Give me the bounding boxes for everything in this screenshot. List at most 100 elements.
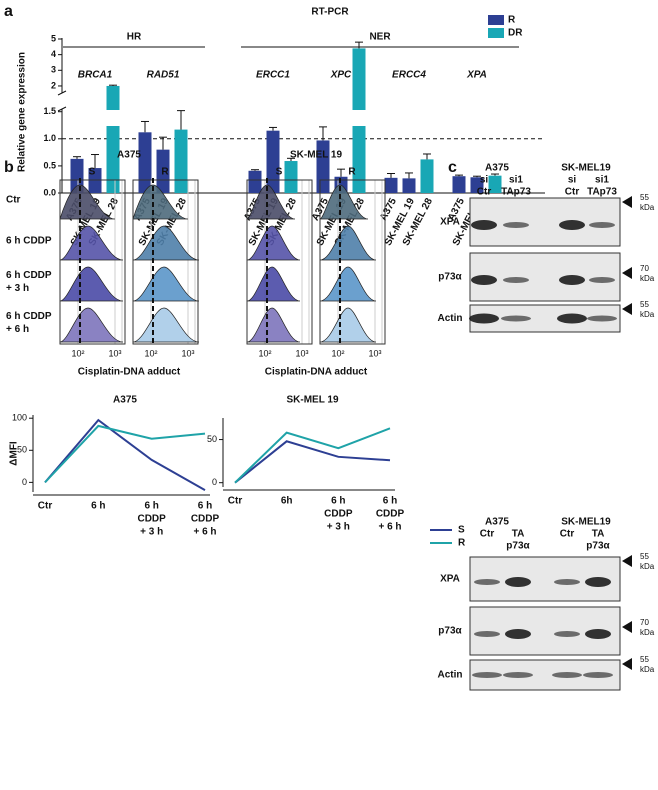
legend-label: R — [458, 538, 466, 549]
y-tick-label: 2 — [51, 80, 56, 90]
band — [501, 315, 531, 322]
lane-label: si — [568, 175, 577, 186]
lane-label: Ctr — [565, 187, 580, 198]
band — [552, 672, 582, 678]
x-tick-label: CDDP — [324, 509, 353, 520]
x-tick-label: Ctr — [228, 496, 243, 507]
bar — [106, 85, 120, 193]
x-tick-label: Ctr — [38, 501, 53, 512]
panel-label: b — [4, 159, 14, 176]
band — [557, 313, 587, 324]
marker-label: kDa — [640, 628, 655, 637]
band — [589, 222, 615, 228]
x-tick-label: 6 h — [383, 496, 397, 507]
bar — [384, 177, 398, 193]
band — [554, 579, 580, 585]
y-tick-label: 5 — [51, 33, 56, 43]
y-tick-label: 3 — [51, 65, 56, 75]
histogram — [319, 184, 369, 220]
histogram-frame — [319, 179, 386, 345]
bar — [316, 140, 330, 193]
bar — [174, 129, 188, 193]
lane-label: si1 — [509, 175, 523, 186]
row-label: p73α — [438, 272, 462, 283]
histogram — [246, 225, 301, 261]
group-label: NER — [369, 32, 391, 43]
histogram-frame — [246, 179, 313, 345]
y-tick-label: 4 — [51, 49, 56, 59]
histogram — [59, 307, 124, 343]
row-label: + 3 h — [6, 283, 29, 294]
y-axis-label: Relative gene expression — [17, 52, 28, 172]
band — [469, 313, 499, 324]
x-axis-label: Cisplatin-DNA adduct — [265, 367, 368, 378]
band — [503, 222, 529, 228]
histogram-frame — [132, 179, 199, 345]
row-label: p73α — [438, 626, 462, 637]
histogram — [59, 225, 124, 261]
gene-label: ERCC4 — [392, 70, 426, 81]
marker-arrow — [622, 267, 632, 279]
row-label: XPA — [440, 574, 460, 585]
gene-label: RAD51 — [147, 70, 180, 81]
lane-label: TA — [512, 529, 525, 540]
lane-label: Ctr — [560, 529, 575, 540]
cell-line-label: SK-MEL19 — [561, 517, 611, 528]
sample-title: A375 — [117, 150, 141, 161]
lane-label: Ctr — [477, 187, 492, 198]
panel-label: c — [448, 159, 457, 176]
row-label: Ctr — [6, 195, 21, 206]
line — [234, 440, 391, 484]
bar — [488, 175, 502, 193]
marker-arrow — [622, 303, 632, 315]
x-tick-label: 10² — [258, 348, 271, 358]
x-tick-label: + 6 h — [378, 522, 401, 533]
break-gap — [105, 110, 121, 126]
x-tick-label: CDDP — [376, 509, 405, 520]
histogram — [319, 266, 377, 302]
lane-label: p73α — [506, 541, 530, 552]
bar — [156, 149, 170, 193]
bar — [284, 161, 298, 193]
legend-label: DR — [508, 28, 523, 39]
x-tick-label: + 3 h — [140, 527, 163, 538]
row-label: 6 h CDDP — [6, 311, 52, 322]
histogram — [246, 266, 301, 302]
lane-label: TAp73 — [501, 187, 531, 198]
band — [471, 275, 497, 285]
chart-title: A375 — [113, 395, 137, 406]
histogram-frame — [59, 179, 126, 345]
marker-label: kDa — [640, 274, 655, 283]
band — [559, 275, 585, 285]
chart-title: SK-MEL 19 — [286, 395, 338, 406]
bar — [88, 168, 102, 193]
column-label: S — [89, 167, 96, 178]
legend-swatch — [488, 28, 504, 38]
band — [505, 629, 531, 639]
histogram — [319, 225, 377, 261]
x-tick-label: CDDP — [137, 514, 166, 525]
sample-title: SK-MEL 19 — [290, 150, 342, 161]
histogram — [59, 184, 116, 220]
marker-label: kDa — [640, 310, 655, 319]
marker-label: 55 — [640, 300, 649, 309]
bar — [266, 130, 280, 193]
legend-label: S — [458, 525, 465, 536]
row-label: Actin — [438, 313, 463, 324]
band — [471, 220, 497, 230]
gene-label: ERCC1 — [256, 70, 290, 81]
x-tick-label: + 6 h — [193, 527, 216, 538]
x-tick-label: 10³ — [295, 348, 308, 358]
chart-title: RT-PCR — [311, 7, 349, 18]
band — [587, 315, 617, 322]
row-label: + 6 h — [6, 324, 29, 335]
row-label: 6 h CDDP — [6, 236, 52, 247]
bar — [248, 170, 262, 193]
histogram — [246, 307, 301, 343]
x-tick-label: 10³ — [108, 348, 121, 358]
x-tick-label: 6h — [281, 496, 293, 507]
y-tick-label: 0.5 — [43, 160, 56, 170]
histogram — [132, 225, 200, 261]
bar — [70, 158, 84, 193]
